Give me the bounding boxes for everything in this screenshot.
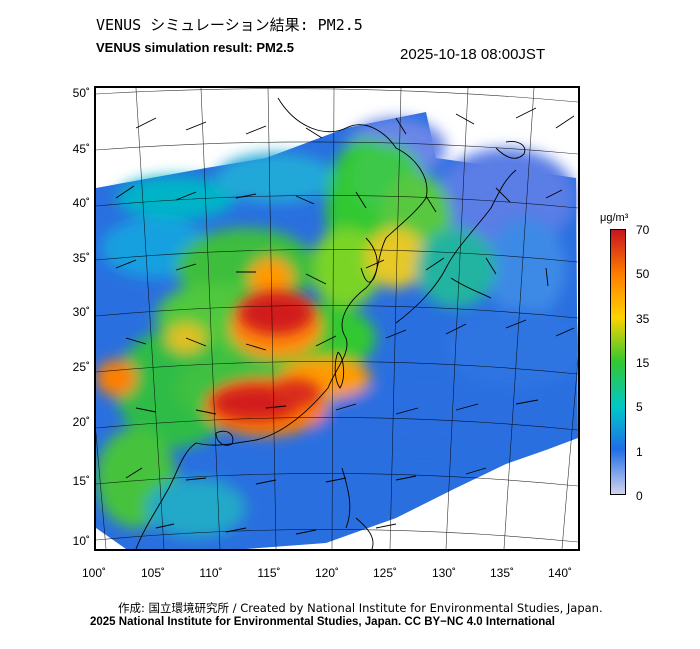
lat-tick-label: 45˚ — [72, 142, 90, 156]
wind-arrows-row-7 — [155, 523, 397, 535]
wind-arrows-row-4 — [125, 319, 575, 351]
coastline-hokkaido — [495, 141, 526, 159]
coastline-hainan — [215, 430, 234, 446]
coastline-korea — [360, 237, 378, 283]
lat-tick-label: 20˚ — [72, 415, 90, 429]
colorbar-label: 35 — [636, 312, 650, 326]
coastline-philippines — [341, 467, 374, 549]
wind-arrows-row-2 — [115, 185, 563, 213]
map-panel — [94, 86, 580, 551]
graticule — [96, 88, 578, 549]
coastline-japan — [395, 169, 517, 324]
coastline-asia-mainland — [135, 97, 428, 549]
lat-tick-label: 10˚ — [72, 534, 90, 548]
forecast-timestamp: 2025-10-18 08:00JST — [400, 46, 546, 63]
lat-tick-label: 40˚ — [72, 196, 90, 210]
lat-tick-label: 50˚ — [72, 86, 90, 100]
lon-tick-label: 105˚ — [140, 566, 166, 580]
lon-tick-label: 125˚ — [372, 566, 398, 580]
lat-tick-label: 30˚ — [72, 305, 90, 319]
colorbar-label: 1 — [636, 445, 643, 459]
colorbar-label: 5 — [636, 400, 643, 414]
lon-tick-label: 110˚ — [199, 566, 223, 580]
lon-tick-label: 120˚ — [314, 566, 340, 580]
pm25-map — [96, 88, 578, 549]
title-english: VENUS simulation result: PM2.5 — [96, 40, 294, 55]
wind-arrows-row-5 — [135, 399, 539, 415]
lon-tick-label: 115˚ — [257, 566, 281, 580]
colorbar-label: 70 — [636, 223, 650, 237]
wind-arrows-row-1 — [135, 107, 575, 139]
lat-tick-label: 15˚ — [72, 474, 90, 488]
lon-tick-label: 135˚ — [489, 566, 515, 580]
concentration-field — [96, 112, 578, 549]
lat-tick-label: 25˚ — [72, 360, 90, 374]
copyright-line: 2025 National Institute for Environmenta… — [90, 616, 555, 628]
colorbar-label: 15 — [636, 356, 650, 370]
wind-arrows-row-3 — [115, 257, 549, 287]
colorbar-label: 50 — [636, 267, 650, 281]
wind-arrows-row-6 — [125, 467, 487, 485]
lat-tick-label: 35˚ — [72, 251, 90, 265]
colorbar — [610, 229, 626, 495]
lon-tick-label: 100˚ — [81, 566, 107, 580]
lon-tick-label: 140˚ — [547, 566, 573, 580]
title-japanese: VENUS シミュレーション結果: PM2.5 — [96, 16, 363, 34]
coastline-taiwan — [334, 351, 345, 389]
colorbar-label: 0 — [636, 489, 643, 503]
credit-line: 作成: 国立環境研究所 / Created by National Instit… — [118, 601, 603, 615]
wind-vectors — [115, 107, 575, 535]
colorbar-unit: μg/m³ — [600, 212, 629, 224]
lon-tick-label: 130˚ — [431, 566, 457, 580]
coastlines — [135, 97, 526, 549]
